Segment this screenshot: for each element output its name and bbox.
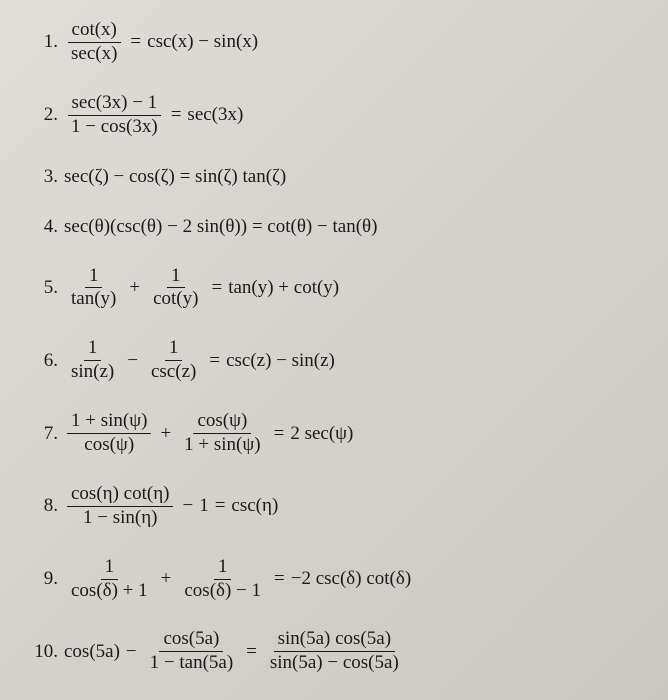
problem-9: 9. 1 cos(δ) + 1 + 1 cos(δ) − 1 = −2 csc(… <box>30 557 638 602</box>
equation: cos(η) cot(η) 1 − sin(η) − 1 = csc(η) <box>64 484 278 529</box>
problem-2: 2. sec(3x) − 1 1 − cos(3x) = sec(3x) <box>30 93 638 138</box>
fraction: 1 sin(z) <box>67 338 118 383</box>
item-number: 10. <box>30 641 64 663</box>
item-number: 7. <box>30 423 64 445</box>
fraction: 1 cos(δ) + 1 <box>67 557 152 602</box>
problem-10: 10. cos(5a) − cos(5a) 1 − tan(5a) = sin(… <box>30 629 638 674</box>
item-number: 9. <box>30 568 64 590</box>
item-number: 6. <box>30 350 64 372</box>
equation: 1 cos(δ) + 1 + 1 cos(δ) − 1 = −2 csc(δ) … <box>64 557 411 602</box>
fraction: 1 csc(z) <box>147 338 200 383</box>
problem-5: 5. 1 tan(y) + 1 cot(y) = tan(y) + cot(y) <box>30 266 638 311</box>
item-number: 3. <box>30 166 64 188</box>
fraction: cos(η) cot(η) 1 − sin(η) <box>67 484 173 529</box>
equation: cos(5a) − cos(5a) 1 − tan(5a) = sin(5a) … <box>64 629 406 674</box>
equation: cot(x) sec(x) = csc(x) − sin(x) <box>64 20 258 65</box>
problem-6: 6. 1 sin(z) − 1 csc(z) = csc(z) − sin(z) <box>30 338 638 383</box>
problem-3: 3. sec(ζ) − cos(ζ) = sin(ζ) tan(ζ) <box>30 166 638 188</box>
item-number: 4. <box>30 216 64 238</box>
problem-7: 7. 1 + sin(ψ) cos(ψ) + cos(ψ) 1 + sin(ψ)… <box>30 411 638 456</box>
fraction: 1 cot(y) <box>149 266 202 311</box>
fraction: cos(ψ) 1 + sin(ψ) <box>180 411 264 456</box>
equation: sec(3x) − 1 1 − cos(3x) = sec(3x) <box>64 93 243 138</box>
math-problems-page: 1. cot(x) sec(x) = csc(x) − sin(x) 2. se… <box>0 0 668 700</box>
equation: 1 sin(z) − 1 csc(z) = csc(z) − sin(z) <box>64 338 335 383</box>
fraction: cot(x) sec(x) <box>67 20 121 65</box>
fraction: sec(3x) − 1 1 − cos(3x) <box>67 93 162 138</box>
equation: 1 + sin(ψ) cos(ψ) + cos(ψ) 1 + sin(ψ) = … <box>64 411 353 456</box>
item-number: 2. <box>30 104 64 126</box>
problem-8: 8. cos(η) cot(η) 1 − sin(η) − 1 = csc(η) <box>30 484 638 529</box>
problem-4: 4. sec(θ)(csc(θ) − 2 sin(θ)) = cot(θ) − … <box>30 216 638 238</box>
item-number: 5. <box>30 277 64 299</box>
fraction: cos(5a) 1 − tan(5a) <box>146 629 238 674</box>
item-number: 1. <box>30 31 64 53</box>
fraction: 1 cos(δ) − 1 <box>180 557 265 602</box>
equation: sec(θ)(csc(θ) − 2 sin(θ)) = cot(θ) − tan… <box>64 216 377 238</box>
equation: 1 tan(y) + 1 cot(y) = tan(y) + cot(y) <box>64 266 339 311</box>
item-number: 8. <box>30 495 64 517</box>
fraction: 1 + sin(ψ) cos(ψ) <box>67 411 151 456</box>
problem-1: 1. cot(x) sec(x) = csc(x) − sin(x) <box>30 20 638 65</box>
fraction: 1 tan(y) <box>67 266 120 311</box>
equation: sec(ζ) − cos(ζ) = sin(ζ) tan(ζ) <box>64 166 286 188</box>
fraction: sin(5a) cos(5a) sin(5a) − cos(5a) <box>266 629 403 674</box>
